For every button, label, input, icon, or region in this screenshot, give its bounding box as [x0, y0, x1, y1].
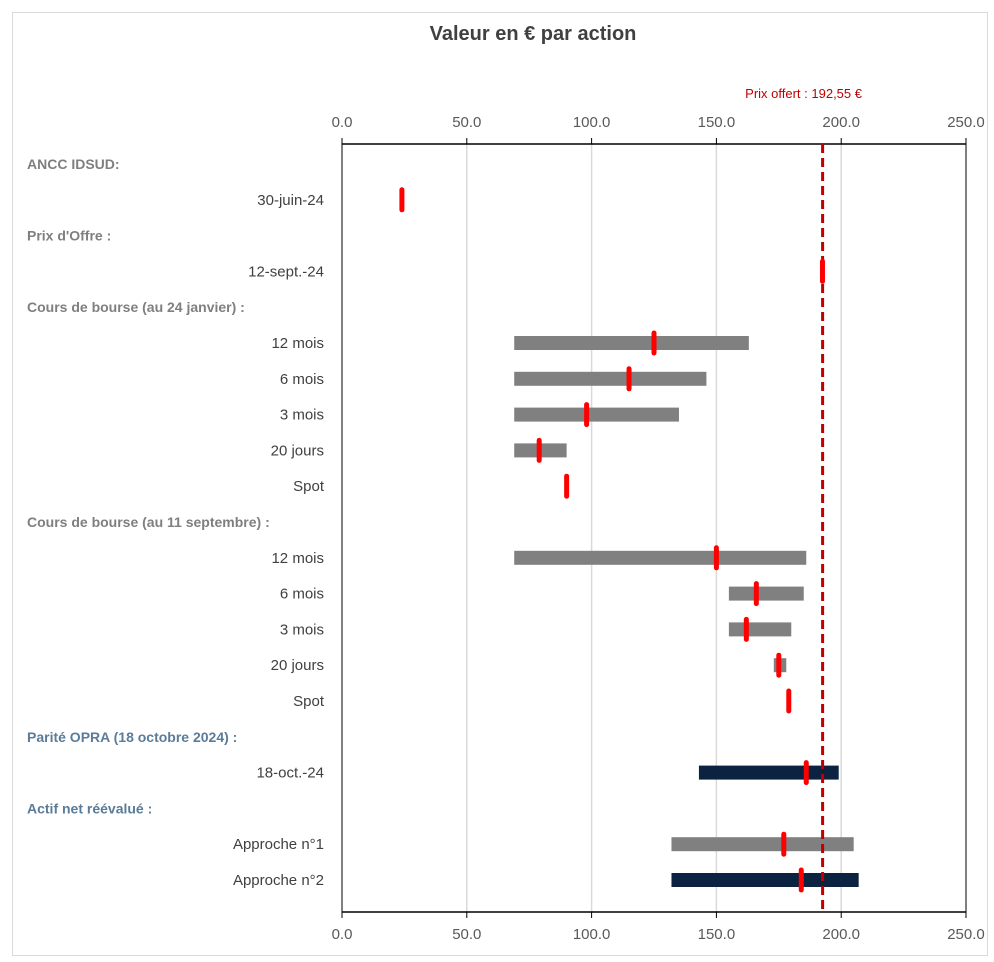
range-bar: [728, 586, 804, 601]
tick-labels: 0.0 0.0 50.0 50.0 100.0 100.0 150.0 150.0 200.0 2…: [332, 114, 985, 943]
row-label: 12 mois: [271, 335, 324, 352]
row-label: 6 mois: [280, 586, 324, 603]
tick-label-top: 250.0: [947, 114, 985, 131]
tick-label-top: 200.0: [822, 114, 860, 131]
row-label: 3 mois: [280, 407, 324, 424]
reference-label: Prix offert : 192,55 €: [745, 86, 863, 101]
tick-label-top: 0.0: [332, 114, 353, 131]
row-label: 6 mois: [280, 371, 324, 388]
row-label: 12-sept.-24: [248, 263, 324, 280]
axes: [341, 138, 967, 918]
range-bar: [514, 550, 807, 565]
tick-label-bottom: 150.0: [698, 926, 736, 943]
row-label: 20 jours: [271, 442, 324, 459]
gridlines: [466, 144, 842, 912]
section-label: Actif net réévalué :: [27, 800, 152, 816]
section-label: Parité OPRA (18 octobre 2024) :: [27, 729, 237, 745]
row-label: 30-juin-24: [257, 192, 324, 209]
tick-label-bottom: 200.0: [822, 926, 860, 943]
row-label: Spot: [293, 693, 325, 710]
tick-label-top: 50.0: [452, 114, 481, 131]
row-label: Spot: [293, 478, 325, 495]
range-bar: [728, 622, 792, 637]
section-label: Cours de bourse (au 24 janvier) :: [27, 299, 245, 315]
row-label: 20 jours: [271, 657, 324, 674]
range-bar: [671, 873, 859, 887]
section-label: Cours de bourse (au 11 septembre) :: [27, 514, 270, 530]
row-label: 12 mois: [271, 550, 324, 567]
tick-label-bottom: 100.0: [573, 926, 611, 943]
range-bar: [514, 336, 749, 350]
tick-label-top: 150.0: [698, 114, 736, 131]
section-label: Prix d'Offre :: [27, 228, 111, 244]
row-labels: ANCC IDSUD: 30-juin-24 Prix d'Offre : 12-se…: [27, 156, 325, 889]
tick-label-bottom: 250.0: [947, 926, 985, 943]
section-label: ANCC IDSUD:: [27, 156, 120, 172]
range-bar: [671, 837, 854, 852]
row-label: Approche n°1: [233, 836, 324, 853]
range-bar: [514, 371, 707, 386]
range-bar: [514, 407, 679, 422]
tick-label-top: 100.0: [573, 114, 611, 131]
row-label: Approche n°2: [233, 872, 324, 889]
range-bar: [698, 765, 839, 780]
tick-label-bottom: 50.0: [452, 926, 481, 943]
range-bars: [514, 336, 859, 887]
chart-frame: [12, 12, 988, 956]
value-markers: [399, 187, 825, 893]
tick-label-bottom: 0.0: [332, 926, 353, 943]
row-label: 3 mois: [280, 621, 324, 638]
chart-title: Valeur en € par action: [430, 23, 637, 45]
row-label: 18-oct.-24: [256, 765, 324, 782]
